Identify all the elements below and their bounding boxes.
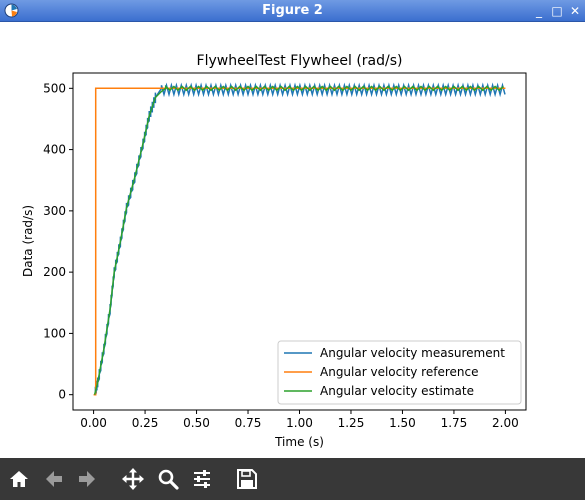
legend-label: Angular velocity estimate (320, 384, 474, 398)
pan-button[interactable] (119, 465, 147, 493)
legend: Angular velocity measurement Angular velo… (277, 340, 522, 405)
x-tick-label: 0.25 (132, 416, 159, 430)
home-icon (10, 471, 28, 487)
y-tick-label: 200 (43, 265, 66, 279)
figure-canvas[interactable]: 0.00 0.25 0.50 0.75 1.00 1.25 1.50 1.75 2.00 0 100… (0, 22, 585, 458)
y-tick-label: 400 (43, 143, 66, 157)
legend-label: Angular velocity reference (320, 365, 478, 379)
x-tick-label: 1.75 (441, 416, 468, 430)
y-tick-label: 100 (43, 326, 66, 340)
legend-label: Angular velocity measurement (320, 346, 505, 360)
navigation-toolbar (0, 458, 585, 500)
window-title: Figure 2 (262, 3, 323, 18)
y-tick-label: 300 (43, 204, 66, 218)
magnifier-icon (158, 469, 179, 490)
x-tick-label: 1.00 (286, 416, 313, 430)
matplotlib-app-icon (4, 3, 19, 18)
x-tick-label: 1.25 (338, 416, 365, 430)
floppy-icon (237, 469, 257, 489)
series-line-estimate (93, 84, 504, 395)
series-lines (93, 82, 506, 396)
legend-box (277, 340, 522, 405)
y-tick-label: 500 (43, 81, 66, 95)
save-button[interactable] (233, 465, 261, 493)
chart-title: FlywheelTest Flywheel (rad/s) (197, 53, 403, 69)
y-axis-label: Data (rad/s) (21, 205, 35, 277)
line-chart: 0.00 0.25 0.50 0.75 1.00 1.25 1.50 1.75 2.00 0 100… (21, 53, 527, 449)
x-tick-label: 0.75 (235, 416, 262, 430)
x-tick-label: 2.00 (492, 416, 519, 430)
axis-ticks: 0.00 0.25 0.50 0.75 1.00 1.25 1.50 1.75 2.00 0 100… (43, 81, 519, 430)
home-button[interactable] (5, 465, 33, 493)
x-tick-label: 1.50 (389, 416, 416, 430)
x-tick-label: 0.50 (183, 416, 210, 430)
maximize-button[interactable]: □ (551, 4, 563, 18)
zoom-button[interactable] (154, 465, 182, 493)
arrow-right-icon (79, 471, 95, 487)
x-tick-label: 0.00 (80, 416, 107, 430)
y-tick-label: 0 (58, 388, 66, 402)
configure-subplots-button[interactable] (188, 465, 216, 493)
close-button[interactable]: ✕ (569, 4, 581, 18)
move-icon (122, 468, 144, 490)
window-titlebar[interactable]: Figure 2 _ □ ✕ (0, 0, 585, 22)
back-button[interactable] (40, 465, 68, 493)
minimize-button[interactable]: _ (536, 4, 542, 18)
arrow-left-icon (46, 471, 62, 487)
x-axis-label: Time (s) (274, 435, 324, 449)
sliders-icon (194, 470, 210, 488)
forward-button[interactable] (73, 465, 101, 493)
